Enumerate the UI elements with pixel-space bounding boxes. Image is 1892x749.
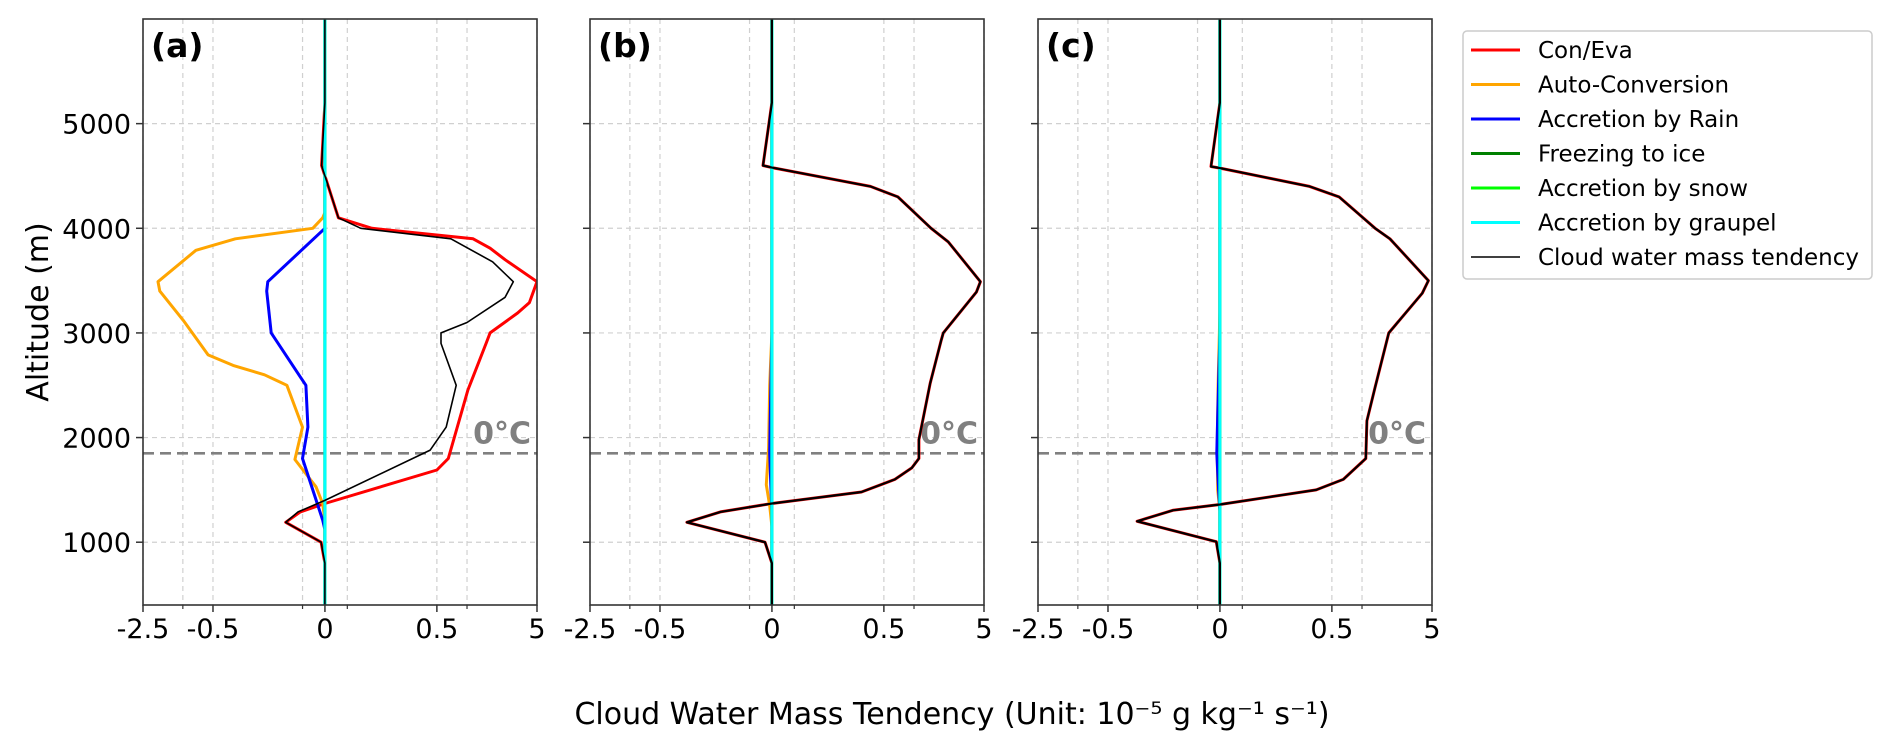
- panel-label: (c): [1046, 26, 1096, 65]
- legend: Con/Eva Auto-Conversion Accretion by Rain F…: [1462, 30, 1873, 280]
- x-tick-label: 0: [763, 614, 780, 645]
- panel-a: 0°C -2.5 -0.5 0 0.5 5 1000 2000 3000 4000 5000 (a): [62, 18, 546, 645]
- panel-c: 0°C -2.5 -0.5 0 0.5 5 (c): [1012, 18, 1441, 645]
- legend-entry-label: Freezing to ice: [1538, 142, 1705, 168]
- legend-entry-label: Accretion by snow: [1538, 176, 1748, 202]
- y-tick-label: 4000: [62, 214, 131, 245]
- y-axis-label: Altitude (m): [21, 222, 56, 401]
- x-tick-label: 0.5: [862, 614, 905, 645]
- legend-entry-label: Cloud water mass tendency: [1538, 245, 1859, 271]
- legend-entry-label: Con/Eva: [1538, 38, 1633, 64]
- series-line-cloud-water-mass-tendency: [685, 19, 982, 605]
- legend-entry-label: Accretion by graupel: [1538, 211, 1776, 237]
- x-tick-label: 5: [528, 614, 545, 645]
- freezing-level-label: 0°C: [473, 416, 531, 451]
- x-tick-label: 0: [316, 614, 333, 645]
- axes-frame: [589, 18, 985, 606]
- series-line-accretion-by-rain: [265, 19, 327, 605]
- legend-box: [1462, 30, 1873, 280]
- panel-label: (b): [598, 26, 652, 65]
- freezing-level-label: 0°C: [920, 416, 978, 451]
- panel-b: 0°C -2.5 -0.5 0 0.5 5 (b): [564, 18, 993, 645]
- y-tick-label: 5000: [62, 110, 131, 141]
- panel-label: (a): [151, 26, 203, 65]
- y-tick-label: 1000: [62, 528, 131, 559]
- x-axis-label: Cloud Water Mass Tendency (Unit: 10⁻⁵ g …: [574, 697, 1329, 732]
- series-line-cloud-water-mass-tendency: [284, 19, 515, 605]
- freezing-level-label: 0°C: [1368, 416, 1426, 451]
- x-tick-label: -0.5: [634, 614, 687, 645]
- x-tick-label: 5: [1423, 614, 1440, 645]
- series-line-cloud-water-mass-tendency: [1135, 19, 1430, 605]
- series-line-con-eva: [685, 19, 982, 605]
- x-tick-label: -0.5: [187, 614, 240, 645]
- x-tick-label: 0.5: [415, 614, 458, 645]
- series-line-auto-conversion: [156, 19, 327, 605]
- y-tick-label: 2000: [62, 424, 131, 455]
- y-tick-label: 3000: [62, 319, 131, 350]
- legend-entry-label: Auto-Conversion: [1538, 73, 1729, 99]
- legend-entry-label: Accretion by Rain: [1538, 107, 1739, 133]
- x-tick-label: -2.5: [117, 614, 170, 645]
- x-tick-label: -2.5: [564, 614, 617, 645]
- x-tick-label: 0: [1211, 614, 1228, 645]
- x-tick-label: -2.5: [1012, 614, 1065, 645]
- x-tick-label: -0.5: [1082, 614, 1135, 645]
- series-line-con-eva: [1135, 19, 1430, 605]
- x-tick-label: 5: [975, 614, 992, 645]
- x-tick-label: 0.5: [1310, 614, 1353, 645]
- axes-frame: [142, 18, 538, 606]
- axes-frame: [1037, 18, 1433, 606]
